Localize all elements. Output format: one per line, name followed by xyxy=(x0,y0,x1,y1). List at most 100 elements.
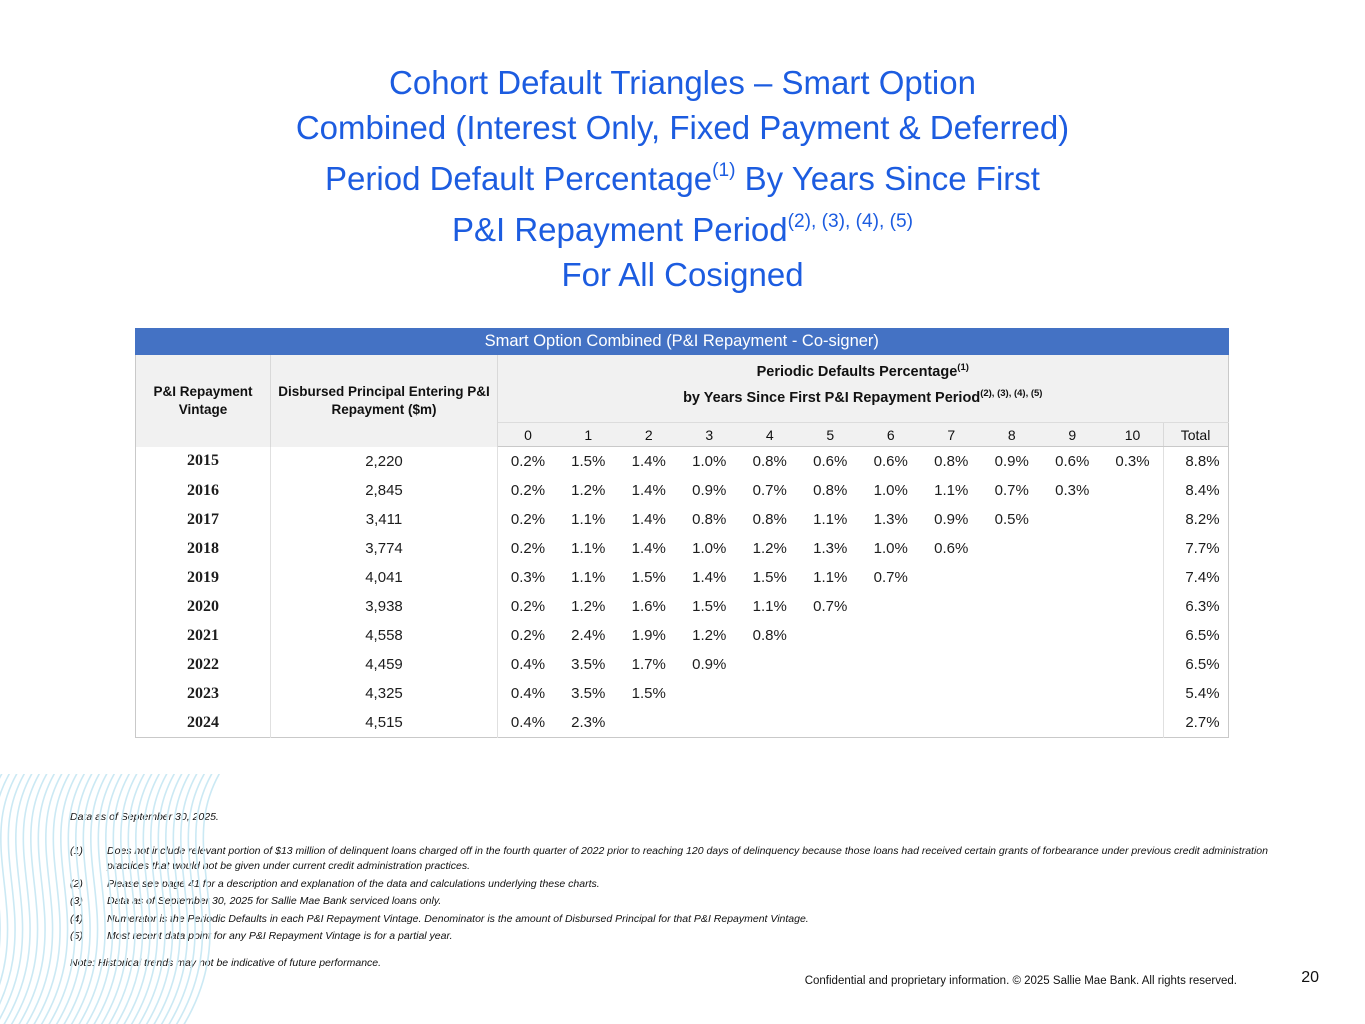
value-cell: 1.4% xyxy=(618,476,679,505)
value-cell: 1.3% xyxy=(800,534,861,563)
value-cell xyxy=(981,650,1042,679)
footnote-number: (5) xyxy=(70,930,83,942)
value-cell: 0.8% xyxy=(679,505,740,534)
value-cell xyxy=(739,679,800,708)
value-cell: 0.7% xyxy=(981,476,1042,505)
default-triangle-table-container: Smart Option Combined (P&I Repayment - C… xyxy=(135,328,1229,738)
value-cell: 0.7% xyxy=(860,563,921,592)
year-header: 10 xyxy=(1102,422,1163,447)
vintage-cell: 2016 xyxy=(135,476,271,505)
disbursed-cell: 4,041 xyxy=(270,563,498,592)
vintage-cell: 2024 xyxy=(135,708,271,738)
vintage-cell: 2020 xyxy=(135,592,271,621)
value-cell: 0.2% xyxy=(497,621,558,650)
value-cell xyxy=(921,621,982,650)
group-header-line-2: by Years Since First P&I Repayment Perio… xyxy=(683,387,1043,406)
value-cell: 1.2% xyxy=(558,476,619,505)
footnote-list: (1) Does not include relevant portion of … xyxy=(70,844,1302,947)
value-cell: 0.8% xyxy=(739,446,800,476)
value-cell xyxy=(921,650,982,679)
value-cell xyxy=(618,708,679,738)
total-column-header: Total xyxy=(1162,422,1229,447)
value-cell xyxy=(1042,650,1103,679)
title-line-3: Period Default Percentage(1) By Years Si… xyxy=(325,159,1040,197)
value-cell xyxy=(1102,505,1163,534)
value-cell: 1.1% xyxy=(558,505,619,534)
value-cell: 1.3% xyxy=(860,505,921,534)
footnote-number: (4) xyxy=(70,912,83,925)
value-cell xyxy=(1042,563,1103,592)
total-cell: 6.5% xyxy=(1162,621,1229,650)
default-triangle-table: Smart Option Combined (P&I Repayment - C… xyxy=(135,328,1229,738)
value-cell xyxy=(860,621,921,650)
value-cell: 0.6% xyxy=(921,534,982,563)
year-header: 0 xyxy=(497,422,558,447)
footnote-text: Most recent data point for any P&I Repay… xyxy=(107,930,453,942)
vintage-cell: 2019 xyxy=(135,563,271,592)
vintage-cell: 2022 xyxy=(135,650,271,679)
value-cell xyxy=(860,708,921,738)
value-cell: 1.4% xyxy=(618,534,679,563)
footnote-text: Does not include relevant portion of $13… xyxy=(107,845,1268,872)
value-cell xyxy=(739,708,800,738)
value-cell xyxy=(1042,679,1103,708)
value-cell: 2.4% xyxy=(558,621,619,650)
disbursed-cell: 2,845 xyxy=(270,476,498,505)
value-cell: 1.0% xyxy=(860,534,921,563)
table-row: 2018 3,774 0.2% 1.1% 1.4% 1.0% 1.2% 1.3% 1.0% 0.6… xyxy=(135,534,1229,563)
value-cell xyxy=(1102,476,1163,505)
value-cell xyxy=(1102,563,1163,592)
value-cell xyxy=(1102,708,1163,738)
slide-title: Cohort Default Triangles – Smart Option … xyxy=(0,60,1365,297)
table-row: 2022 4,459 0.4% 3.5% 1.7% 0.9% 6.5% xyxy=(135,650,1229,679)
total-cell: 8.8% xyxy=(1162,446,1229,476)
value-cell xyxy=(1102,592,1163,621)
value-cell: 0.7% xyxy=(800,592,861,621)
disbursed-column-header: Disbursed Principal Entering P&I Repayme… xyxy=(270,354,498,447)
footnote-item: (4) Numerator is the Periodic Defaults in… xyxy=(70,912,1302,927)
value-cell xyxy=(981,534,1042,563)
value-cell: 0.6% xyxy=(1042,446,1103,476)
value-cell xyxy=(1102,534,1163,563)
value-cell: 1.1% xyxy=(558,563,619,592)
value-cell: 0.9% xyxy=(921,505,982,534)
vintage-cell: 2017 xyxy=(135,505,271,534)
disbursed-cell: 4,558 xyxy=(270,621,498,650)
total-cell: 8.2% xyxy=(1162,505,1229,534)
value-cell: 0.3% xyxy=(497,563,558,592)
value-cell: 1.5% xyxy=(679,592,740,621)
value-cell xyxy=(981,563,1042,592)
value-cell: 1.5% xyxy=(618,679,679,708)
value-cell xyxy=(921,708,982,738)
value-cell: 0.8% xyxy=(921,446,982,476)
value-cell xyxy=(981,708,1042,738)
value-cell xyxy=(800,621,861,650)
value-cell xyxy=(1102,679,1163,708)
group-header-line-1: Periodic Defaults Percentage(1) xyxy=(756,362,969,380)
value-cell: 1.4% xyxy=(618,505,679,534)
year-header: 5 xyxy=(800,422,861,447)
value-cell: 1.6% xyxy=(618,592,679,621)
value-cell xyxy=(800,650,861,679)
table-row: 2017 3,411 0.2% 1.1% 1.4% 0.8% 0.8% 1.1% 1.3% 0.9… xyxy=(135,505,1229,534)
title-line-4: P&I Repayment Period(2), (3), (4), (5) xyxy=(451,210,914,248)
year-header-row: 0 1 2 3 4 5 6 7 8 9 10 Total xyxy=(136,422,1229,447)
value-cell: 0.2% xyxy=(497,534,558,563)
value-cell: 3.5% xyxy=(558,679,619,708)
value-cell xyxy=(1102,650,1163,679)
value-cell xyxy=(860,650,921,679)
value-cell xyxy=(860,679,921,708)
total-cell: 7.4% xyxy=(1162,563,1229,592)
value-cell: 1.1% xyxy=(800,563,861,592)
value-cell: 1.5% xyxy=(558,446,619,476)
value-cell xyxy=(1042,534,1103,563)
footnote-item: (1) Does not include relevant portion of … xyxy=(70,844,1302,874)
total-cell: 7.7% xyxy=(1162,534,1229,563)
table-row: 2016 2,845 0.2% 1.2% 1.4% 0.9% 0.7% 0.8% 1.0% 1.1… xyxy=(135,476,1229,505)
title-line-2: Combined (Interest Only, Fixed Payment &… xyxy=(295,109,1070,146)
total-cell: 6.5% xyxy=(1162,650,1229,679)
vintage-cell: 2023 xyxy=(135,679,271,708)
table-row: 2021 4,558 0.2% 2.4% 1.9% 1.2% 0.8% 6.5% xyxy=(135,621,1229,650)
table-body: 2015 2,220 0.2% 1.5% 1.4% 1.0% 0.8% 0.6% 0.6% 0.8… xyxy=(135,446,1229,738)
value-cell: 0.8% xyxy=(800,476,861,505)
